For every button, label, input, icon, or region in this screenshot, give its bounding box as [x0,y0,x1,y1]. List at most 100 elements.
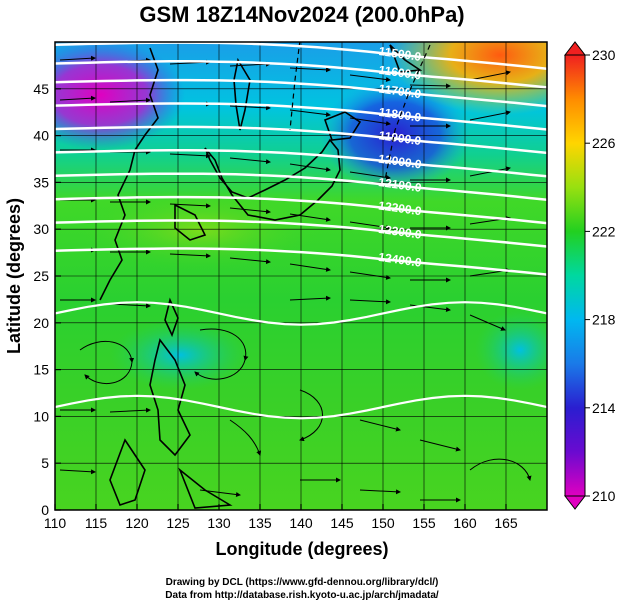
streamline [59,469,96,475]
streamline [229,157,271,165]
grid [55,42,547,510]
streamline [289,295,331,301]
streamline [349,221,391,230]
streamline [229,61,271,67]
streamline [194,359,246,380]
borneo-coast [109,438,146,506]
colorbar-tick-label: 210 [592,488,616,504]
streamline [289,109,331,117]
japan-honshu [204,138,341,221]
y-axis-ticks: 0 5 10 15 20 25 30 35 40 45 [33,81,61,518]
credit-drawing: Drawing by DCL (https://www.gfd-dennou.o… [166,577,439,588]
x-tick-label: 160 [453,515,477,531]
height-contour-line [55,149,547,178]
x-tick-label: 140 [289,515,313,531]
y-tick-label: 0 [41,502,49,518]
wind-streamlines [59,55,532,503]
streamline [349,74,391,82]
dashed-line [384,44,431,181]
streamline [469,110,511,121]
credit-data: Data from http://database.rish.kyoto-u.a… [165,590,439,601]
height-contour-label: 11500.0 [378,44,423,64]
streamline [229,257,271,265]
x-tick-label: 130 [207,515,231,531]
y-tick-label: 45 [33,81,49,97]
streamline [289,263,331,272]
streamline [59,55,96,61]
taiwan [164,297,179,338]
streamline [109,97,151,103]
y-tick-label: 10 [33,408,49,424]
streamline [79,341,135,363]
x-tick-label: 155 [412,515,436,531]
chart-title: GSM 18Z14Nov2024 (200.0hPa) [139,2,464,27]
japan-hokkaido [323,111,362,141]
colorbar-tick-label: 226 [592,135,616,151]
height-contour-line [55,195,547,225]
new-guinea-coast [178,467,233,509]
x-tick-label: 145 [330,515,354,531]
streamline [84,361,133,384]
y-tick-label: 40 [33,128,49,144]
philippines [149,338,191,457]
x-axis-ticks: 110 115 120 125 130 135 140 145 150 155 160 165 [44,504,518,531]
streamline [229,207,271,215]
colorbar-ticks: 210 214 218 222 226 230 [585,47,616,504]
streamline [409,83,451,89]
streamline [349,171,391,180]
streamline [199,328,249,361]
height-contour-line [55,301,547,326]
streamline [59,95,96,101]
colorbar-scale [564,54,586,497]
y-tick-label: 25 [33,268,49,284]
x-tick-label: 150 [371,515,395,531]
streamline [169,203,211,209]
streamline [289,163,331,172]
streamline [169,253,211,259]
height-contour-line [55,394,547,420]
height-contours: 11500.011600.011700.011800.011900.012000… [55,42,547,420]
dashed-lines [289,42,431,181]
y-tick-label: 20 [33,315,49,331]
streamline [469,166,511,177]
streamline [109,303,151,309]
y-tick-label: 30 [33,221,49,237]
streamline [109,407,151,413]
height-contour-label: 11600.0 [378,63,423,83]
x-tick-label: 120 [125,515,149,531]
height-contour-line [55,78,547,108]
height-contour-line [55,125,547,155]
streamline [349,299,391,305]
y-tick-label: 5 [41,455,49,471]
colorbar-tick-label: 214 [592,400,616,416]
dashed-line [289,42,301,131]
height-contour-label: 12100.0 [377,175,422,195]
colorbar-top-arrow [563,41,587,56]
streamline [169,153,211,159]
streamline [469,70,511,81]
height-contour-line [55,172,547,201]
asia-coast [99,47,159,301]
height-contour-line [55,219,547,248]
y-axis-label: Latitude (degrees) [4,198,24,354]
height-contour-line [55,102,547,131]
height-contour-line [55,247,547,276]
streamline [299,389,323,442]
colorbar-tick-label: 218 [592,312,616,328]
x-axis-label: Longitude (degrees) [215,539,388,559]
streamline [359,419,401,432]
x-tick-label: 125 [166,515,190,531]
streamline [469,458,532,481]
streamline [349,271,391,280]
streamline [229,419,262,456]
streamline [419,439,461,452]
streamline [289,213,331,222]
height-contour-label: 12300.0 [377,222,422,242]
streamline [199,489,241,497]
height-contour-line [55,60,547,89]
plot-area: 11500.011600.011700.011800.011900.012000… [55,42,547,510]
y-tick-label: 15 [33,362,49,378]
streamline [229,105,271,111]
